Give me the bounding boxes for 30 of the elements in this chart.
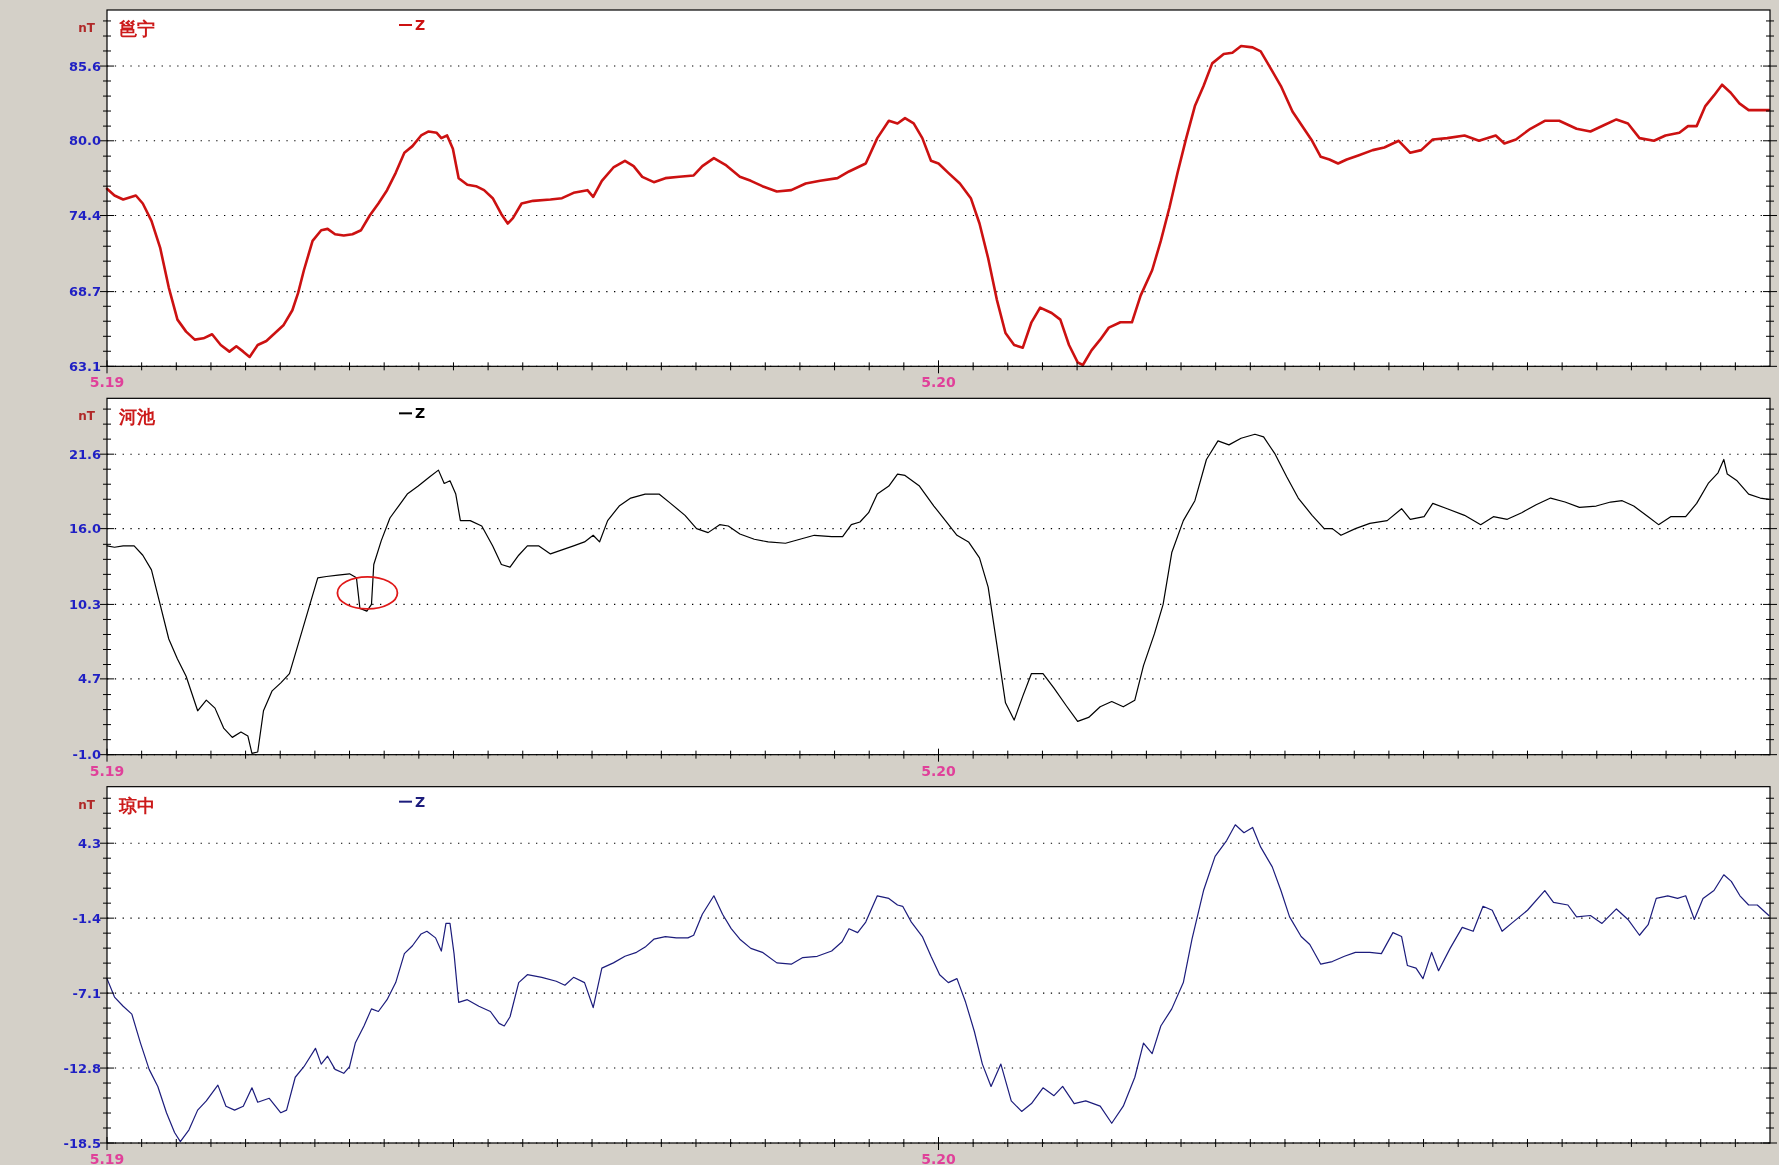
x-tick-label: 5.20 (921, 1151, 957, 1165)
y-tick-label: -7.1 (72, 985, 101, 1001)
x-tick-label: 5.20 (921, 374, 957, 391)
x-tick-label: 5.19 (89, 1151, 125, 1165)
y-axis-title: nT (78, 797, 96, 812)
y-tick-label: 63.1 (68, 358, 101, 374)
x-tick-label: 5.19 (89, 374, 125, 391)
y-tick-label: 74.4 (68, 208, 101, 224)
text: 邕宁 (118, 18, 155, 39)
y-tick-label: 85.6 (68, 58, 101, 74)
legend-label: Z (415, 405, 426, 422)
y-tick-label: 68.7 (68, 284, 101, 300)
y-axis-title: nT (78, 21, 96, 35)
x-tick-label: 5.19 (89, 762, 125, 779)
y-tick-label: -1.0 (72, 747, 101, 763)
y-tick-label: -1.4 (72, 910, 101, 926)
y-tick-label: 80.0 (68, 133, 101, 149)
y-tick-label: -18.5 (63, 1135, 101, 1151)
text: 琼中 (118, 794, 155, 816)
y-tick-label: -12.8 (63, 1060, 101, 1076)
legend-label: Z (415, 17, 426, 33)
y-tick-label: 10.3 (68, 596, 101, 612)
y-tick-label: 4.3 (77, 835, 101, 851)
y-tick-label: 21.6 (68, 446, 101, 462)
x-tick-label: 5.20 (921, 762, 957, 779)
y-tick-label: 4.7 (77, 671, 101, 687)
text: 河池 (118, 406, 156, 428)
y-tick-label: 16.0 (68, 521, 101, 537)
legend-label: Z (415, 793, 426, 810)
y-axis-title: nT (78, 409, 96, 424)
